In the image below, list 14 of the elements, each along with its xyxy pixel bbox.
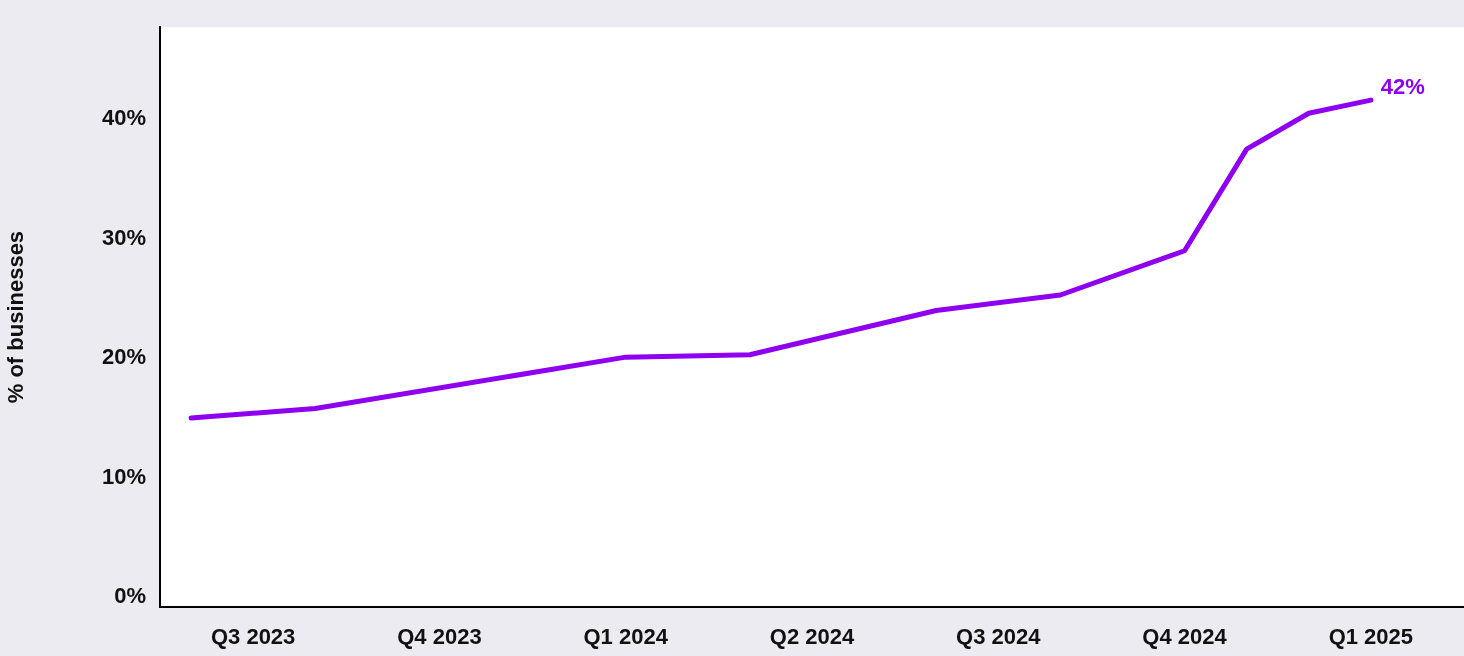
y-tick-label: 30% [101, 224, 146, 250]
x-tick-label: Q3 2024 [956, 624, 1042, 650]
y-tick-label: 10% [101, 463, 146, 489]
x-tick-label: Q1 2024 [583, 624, 669, 650]
x-tick-label: Q1 2025 [1328, 624, 1414, 650]
y-tick-label: 0% [114, 583, 146, 609]
x-tick-label: Q2 2024 [769, 624, 855, 650]
y-tick-label: 40% [101, 105, 146, 131]
annotation: 42% [1380, 74, 1425, 100]
x-tick-label: Q4 2024 [1142, 624, 1228, 650]
x-tick-label: Q3 2023 [210, 624, 296, 650]
y-tick-label: 20% [101, 344, 146, 370]
x-tick-label: Q4 2023 [397, 624, 482, 650]
y-axis-title: % of businesses [3, 230, 29, 404]
